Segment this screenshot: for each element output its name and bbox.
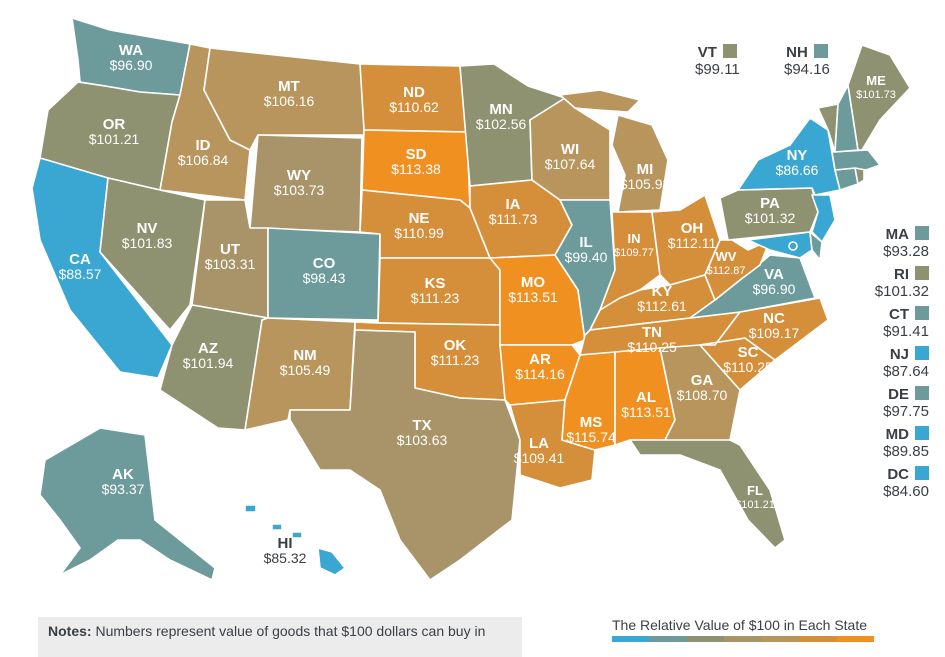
state-wy[interactable] (249, 134, 363, 233)
swatch (915, 386, 929, 400)
state-dc[interactable] (788, 241, 798, 251)
callout-ct: CT $91.41 (883, 306, 929, 340)
state-wi[interactable] (529, 97, 611, 201)
state-ny[interactable] (737, 117, 841, 196)
state-mt[interactable] (203, 47, 367, 151)
legend-swatch-3 (724, 636, 762, 642)
swatch (813, 44, 828, 58)
label-abbr: MA (885, 226, 909, 243)
state-ak[interactable] (39, 427, 216, 581)
state-de[interactable] (809, 231, 823, 261)
legend-swatch-6 (836, 636, 874, 642)
label-value: $101.32 (874, 283, 929, 300)
label-value: $94.16 (784, 61, 830, 78)
label-value: $89.85 (883, 443, 929, 460)
label-abbr: CT (889, 306, 909, 323)
callout-dc: DC $84.60 (883, 466, 929, 500)
swatch (915, 466, 929, 480)
label-value: $84.60 (883, 483, 929, 500)
label-abbr: DE (888, 386, 909, 403)
swatch (915, 426, 929, 440)
state-hi-2[interactable] (291, 531, 303, 539)
state-me[interactable] (847, 44, 911, 151)
state-ct[interactable] (834, 167, 859, 191)
state-mi-upper[interactable] (559, 89, 641, 113)
callout-nh: NH $94.16 (784, 44, 830, 78)
state-hi[interactable] (317, 547, 346, 576)
notes-text: Numbers represent value of goods that $1… (95, 623, 486, 639)
swatch (722, 44, 737, 58)
notes-label: Notes: (48, 623, 92, 639)
label-abbr: VT (697, 44, 717, 61)
legend-title: The Relative Value of $100 in Each State (612, 617, 868, 633)
swatch (915, 266, 929, 280)
state-ma[interactable] (831, 149, 881, 171)
state-fl[interactable] (629, 439, 786, 549)
label-value: $91.41 (883, 323, 929, 340)
legend-swatch-4 (761, 636, 800, 642)
swatch (915, 346, 929, 360)
state-nv[interactable] (99, 177, 206, 331)
callout-nj: NJ $87.64 (883, 346, 929, 380)
state-mi[interactable] (611, 114, 669, 213)
callout-vt: VT $99.11 (695, 44, 740, 78)
state-nd[interactable] (359, 63, 468, 133)
notes-box: Notes: Numbers represent value of goods … (38, 617, 522, 657)
label-value: $97.75 (883, 403, 929, 420)
state-nj[interactable] (811, 194, 836, 243)
callout-md: MD $89.85 (883, 426, 929, 460)
label-abbr: NH (786, 44, 808, 61)
legend-swatch-0 (612, 636, 650, 642)
label-value: $93.28 (883, 243, 929, 260)
label-abbr: NJ (889, 346, 909, 363)
legend-swatch-5 (799, 636, 837, 642)
callout-ri: RI $101.32 (875, 266, 929, 300)
state-tx[interactable] (289, 329, 521, 581)
state-ks[interactable] (377, 257, 501, 326)
callout-ma: MA $93.28 (883, 226, 929, 260)
swatch (915, 306, 929, 320)
legend-color-bar (612, 636, 874, 642)
swatch (915, 226, 929, 240)
legend-swatch-1 (649, 636, 687, 642)
label-value: $99.11 (695, 61, 740, 78)
state-hi-4[interactable] (244, 504, 257, 513)
state-co[interactable] (267, 227, 381, 321)
us-states-map (31, 17, 911, 581)
state-hi-3[interactable] (271, 523, 283, 531)
label-abbr: MD (885, 426, 909, 443)
label-abbr: DC (887, 466, 909, 483)
state-md[interactable] (747, 231, 813, 259)
legend-swatch-2 (686, 636, 725, 642)
label-value: $87.64 (883, 363, 929, 380)
label-abbr: RI (894, 266, 909, 283)
callout-de: DE $97.75 (883, 386, 929, 420)
